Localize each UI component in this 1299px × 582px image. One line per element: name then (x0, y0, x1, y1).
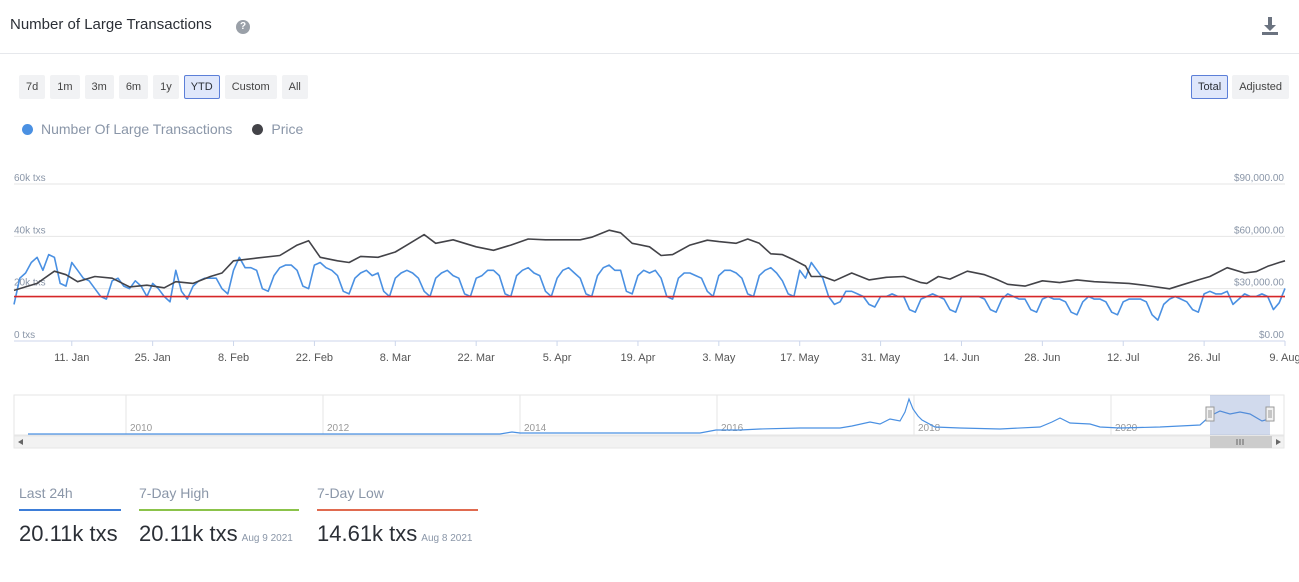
stat-value: 20.11k txs (139, 521, 238, 546)
navigator-frame (13, 394, 1285, 436)
navigator-scrollbar-track[interactable] (13, 435, 1285, 449)
legend-item-number-of-large-transactions[interactable]: Number Of Large Transactions (22, 121, 232, 137)
series-line-price[interactable] (13, 229, 1286, 292)
mode-button-adjusted[interactable]: Adjusted (1232, 75, 1289, 99)
x-tick-label: 22. Feb (296, 352, 333, 364)
y-right-tick-label: $60,000.00 (1234, 225, 1284, 236)
navigator-year-label: 2020 (1115, 423, 1138, 434)
y-left-tick-label: 40k txs (14, 225, 46, 236)
navigator-handle[interactable] (1265, 406, 1275, 422)
stats-panel: Last 24h 20.11k txs 7-Day High 20.11k txs Au… (19, 485, 478, 547)
navigator-year-label: 2014 (524, 423, 547, 434)
stat-label: 7-Day Low (317, 485, 384, 501)
legend-item-price[interactable]: Price (252, 121, 303, 137)
range-button-all[interactable]: All (281, 75, 308, 99)
range-button-custom[interactable]: Custom (224, 75, 277, 99)
legend-label: Number Of Large Transactions (41, 121, 233, 137)
y-right-tick-label: $30,000.00 (1234, 278, 1284, 289)
y-left-tick-label: 20k txs (14, 278, 46, 289)
chart-legend: Number Of Large Transactions Price (22, 121, 303, 137)
x-tick-label: 5. Apr (543, 352, 572, 364)
x-tick-label: 14. Jun (943, 352, 979, 364)
x-tick-label: 11. Jan (54, 352, 89, 364)
main-chart[interactable]: 0 txs 20k txs 40k txs 60k txs $0.00 $30,000.0… (0, 170, 1299, 380)
x-tick-label: 8. Feb (218, 352, 249, 364)
navigator-scrollbar-thumb[interactable] (1210, 436, 1272, 448)
x-tick-label: 31. May (861, 352, 901, 364)
range-button-3m[interactable]: 3m (84, 75, 114, 99)
stat-value: 20.11k txs (19, 521, 118, 546)
navigator-year-label: 2018 (918, 423, 941, 434)
stat-date: Aug 9 2021 (241, 533, 293, 544)
stat-7-day-low: 7-Day Low 14.61k txs Aug 8 2021 (317, 485, 478, 547)
x-tick-label: 26. Jul (1188, 352, 1220, 364)
y-left-tick-label: 0 txs (14, 330, 35, 341)
stat-underline (317, 509, 478, 511)
y-right-tick-label: $90,000.00 (1234, 173, 1284, 184)
x-tick-label: 9. Aug (1269, 352, 1299, 364)
x-tick-label: 12. Jul (1107, 352, 1139, 364)
page-title: Number of Large Transactions (10, 16, 212, 33)
range-button-1m[interactable]: 1m (50, 75, 80, 99)
y-left-tick-label: 60k txs (14, 173, 46, 184)
x-tick-label: 25. Jan (135, 352, 171, 364)
navigator-selection[interactable] (1210, 395, 1270, 435)
x-tick-label: 17. May (780, 352, 820, 364)
help-icon[interactable]: ? (236, 20, 250, 34)
legend-dot-icon (22, 123, 33, 135)
navigator-handle[interactable] (1205, 406, 1215, 422)
legend-label: Price (271, 121, 304, 137)
range-button-6m[interactable]: 6m (118, 75, 149, 99)
stat-value: 14.61k txs (317, 521, 418, 546)
x-tick-label: 3. May (702, 352, 736, 364)
scroll-right-icon[interactable] (1276, 439, 1281, 445)
stat-last-24h: Last 24h 20.11k txs (19, 485, 121, 547)
chart-header: Number of Large Transactions ? (0, 0, 1299, 54)
navigator-year-label: 2016 (721, 423, 744, 434)
mode-selector: Total Adjusted (1190, 75, 1289, 99)
x-tick-label: 22. Mar (458, 352, 496, 364)
download-icon[interactable] (1261, 16, 1279, 36)
navigator-year-label: 2012 (327, 423, 350, 434)
stat-underline (139, 509, 299, 511)
navigator-sparkline (28, 397, 1270, 435)
y-right-tick-label: $0.00 (1259, 330, 1284, 341)
stat-label: Last 24h (19, 485, 73, 501)
stat-date: Aug 8 2021 (421, 533, 473, 544)
x-tick-label: 19. Apr (621, 352, 656, 364)
range-selector: 7d 1m 3m 6m 1y YTD Custom All (19, 75, 308, 99)
range-button-7d[interactable]: 7d (19, 75, 46, 99)
series-line-number-of-large-transactions[interactable] (13, 253, 1286, 321)
legend-dot-icon (252, 123, 264, 135)
stat-underline (19, 509, 121, 511)
x-tick-label: 8. Mar (380, 352, 412, 364)
mode-button-total[interactable]: Total (1190, 75, 1229, 99)
navigator-year-label: 2010 (130, 423, 153, 434)
x-tick-label: 28. Jun (1024, 352, 1060, 364)
stat-label: 7-Day High (139, 485, 210, 501)
range-button-ytd[interactable]: YTD (183, 75, 220, 99)
stat-7-day-high: 7-Day High 20.11k txs Aug 9 2021 (139, 485, 299, 547)
chart-navigator[interactable]: 2010 2012 2014 2016 2018 2020 (0, 394, 1299, 452)
range-button-1y[interactable]: 1y (153, 75, 179, 99)
scroll-left-icon[interactable] (18, 439, 23, 445)
